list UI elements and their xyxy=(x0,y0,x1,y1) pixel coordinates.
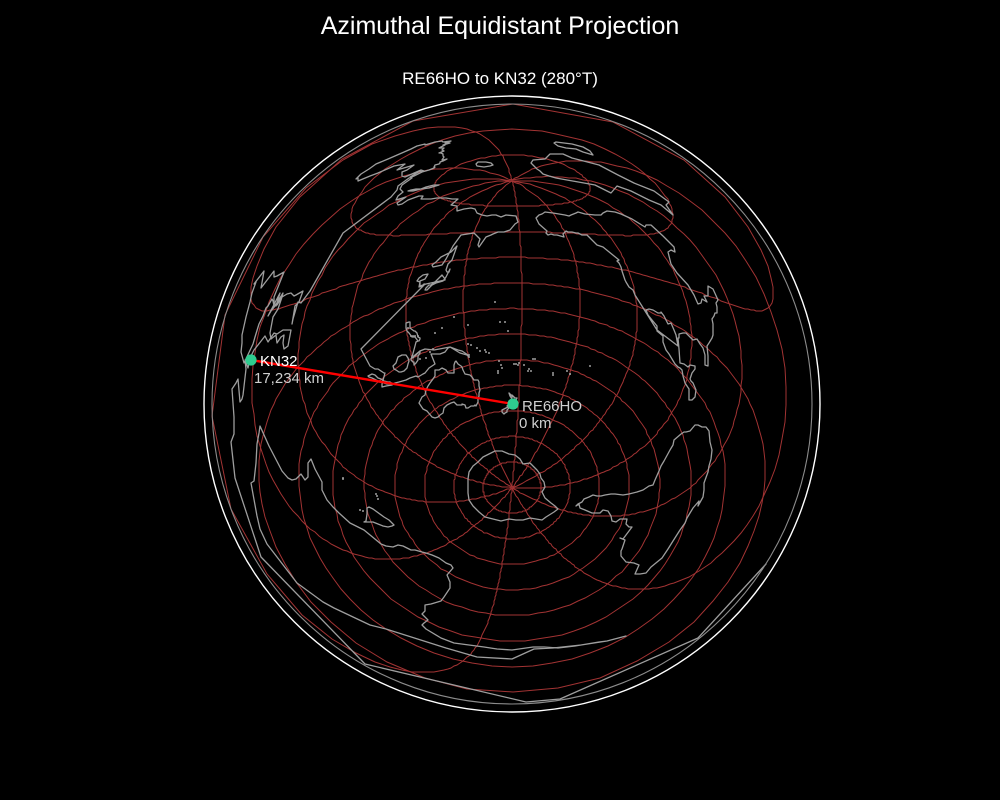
svg-text:17,234 km: 17,234 km xyxy=(254,370,324,387)
svg-text:0 km: 0 km xyxy=(519,415,552,432)
svg-text:KN32: KN32 xyxy=(260,353,298,370)
svg-text:RE66HO: RE66HO xyxy=(522,398,582,415)
